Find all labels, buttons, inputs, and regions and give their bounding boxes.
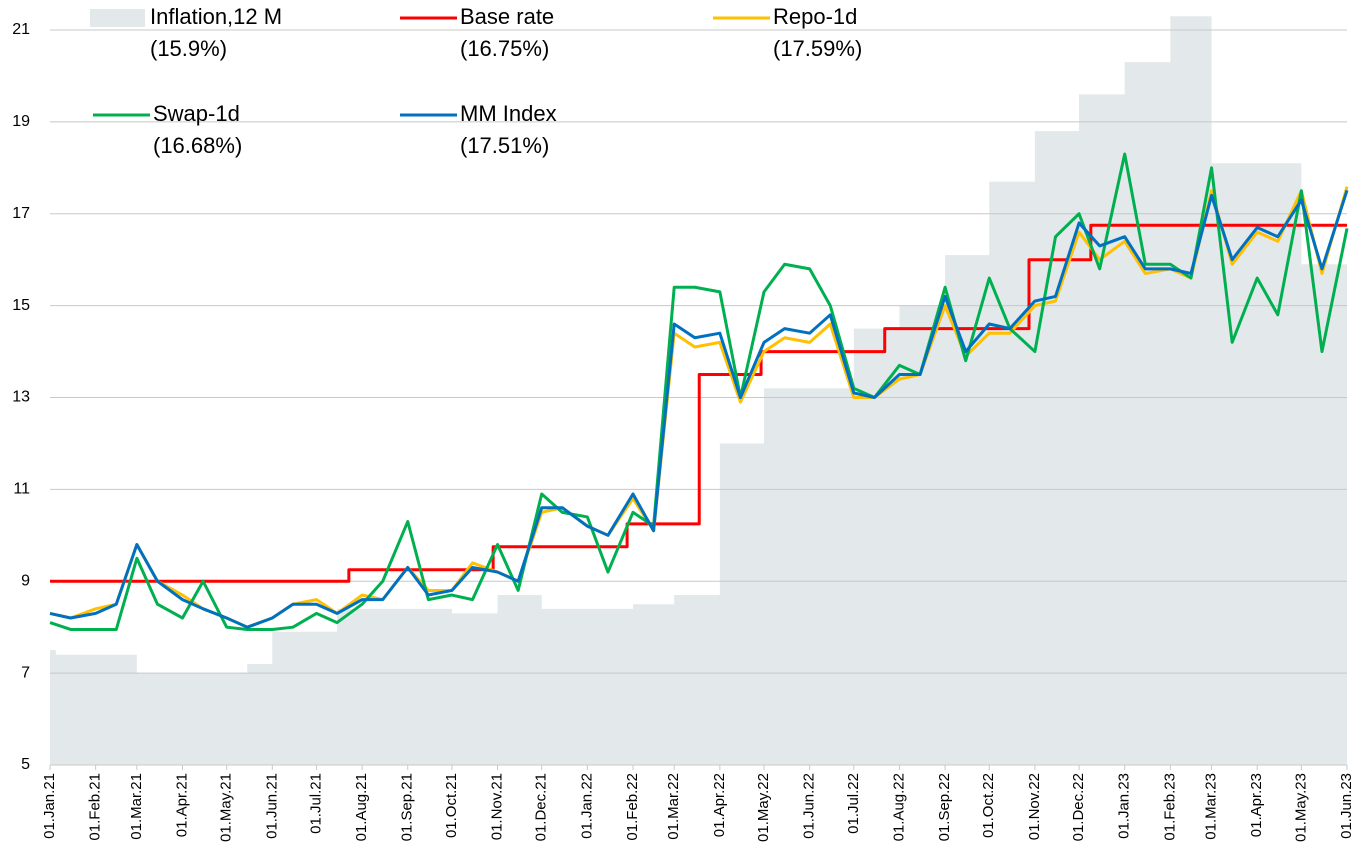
x-tick-label: 01.May.22: [755, 773, 772, 842]
legend-swatch: [90, 9, 145, 27]
y-tick-label: 7: [21, 664, 30, 681]
x-tick-label: 01.May.23: [1292, 773, 1309, 842]
legend-name: MM Index: [460, 101, 557, 126]
y-tick-label: 13: [12, 389, 30, 406]
legend-value: (17.59%): [773, 36, 862, 61]
x-tick-label: 01.Mar.22: [665, 773, 682, 840]
x-tick-label: 01.Mar.23: [1203, 773, 1220, 840]
y-tick-label: 15: [12, 297, 30, 314]
x-tick-label: 01.Feb.21: [87, 773, 104, 841]
x-tick-label: 01.Oct.22: [980, 773, 997, 838]
x-tick-label: 01.Jan.21: [41, 773, 58, 839]
x-tick-label: 01.Jul.22: [845, 773, 862, 834]
x-tick-label: 01.Mar.21: [128, 773, 145, 840]
legend-value: (16.68%): [153, 133, 242, 158]
legend-name: Base rate: [460, 4, 554, 29]
legend-value: (15.9%): [150, 36, 227, 61]
series-line: [49, 152, 1349, 631]
inflation-area: [50, 16, 1347, 765]
x-tick-label: 01.Apr.22: [711, 773, 728, 837]
x-tick-label: 01.Dec.21: [533, 773, 550, 841]
x-tick-label: 01.Feb.22: [624, 773, 641, 841]
x-tick-label: 01.Apr.23: [1248, 773, 1265, 837]
x-tick-label: 01.Jun.21: [263, 773, 280, 839]
x-tick-label: 01.Sep.21: [399, 773, 416, 841]
y-tick-label: 21: [12, 21, 30, 38]
x-tick-label: 01.Jan.23: [1116, 773, 1133, 839]
x-tick-label: 01.Sep.22: [936, 773, 953, 841]
legend-name: Swap-1d: [153, 101, 240, 126]
x-tick-label: 01.Nov.22: [1026, 773, 1043, 840]
x-tick-label: 01.Nov.21: [489, 773, 506, 840]
legend-name: Inflation,12 M: [150, 4, 282, 29]
y-tick-label: 11: [13, 481, 30, 498]
legend-name: Repo-1d: [773, 4, 857, 29]
x-tick-label: 01.May.21: [218, 773, 235, 842]
legend-value: (16.75%): [460, 36, 549, 61]
x-tick-label: 01.Apr.21: [173, 773, 190, 837]
legend-value: (17.51%): [460, 133, 549, 158]
x-tick-label: 01.Jul.21: [307, 773, 324, 834]
x-tick-label: 01.Jun.23: [1338, 773, 1355, 839]
x-tick-label: 01.Dec.22: [1070, 773, 1087, 841]
x-tick-label: 01.Oct.21: [443, 773, 460, 838]
x-tick-label: 01.Feb.23: [1161, 773, 1178, 841]
x-tick-label: 01.Jun.22: [801, 773, 818, 839]
x-tick-label: 01.Aug.22: [890, 773, 907, 841]
x-tick-label: 01.Aug.21: [353, 773, 370, 841]
y-tick-label: 17: [12, 205, 30, 222]
x-tick-label: 01.Jan.22: [578, 773, 595, 839]
y-tick-label: 19: [12, 113, 30, 130]
y-tick-label: 9: [21, 572, 30, 589]
series-line: [49, 189, 1349, 629]
y-tick-label: 5: [21, 756, 30, 773]
